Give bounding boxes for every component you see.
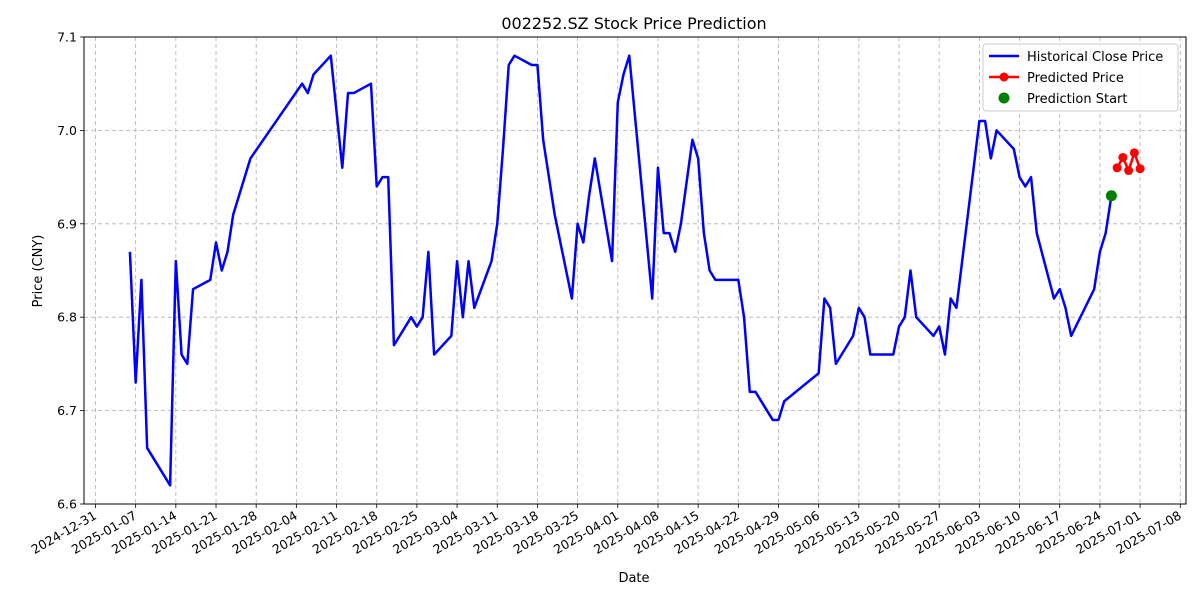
- legend-label-historical: Historical Close Price: [1027, 50, 1163, 65]
- plot-frame: [83, 36, 1187, 505]
- predicted-point: [1112, 163, 1122, 173]
- prediction-start-point: [1105, 190, 1117, 202]
- y-axis-ticks: 6.6 6.7 6.8 6.9 7.0 7.1: [57, 30, 84, 512]
- legend-swatch-predicted-marker: [999, 72, 1009, 82]
- y-axis-label: Price (CNY): [31, 235, 46, 308]
- predicted-point: [1135, 164, 1145, 174]
- y-tick-label: 6.6: [57, 497, 77, 512]
- y-tick-label: 6.7: [57, 403, 77, 418]
- legend: Historical Close Price Predicted Price P…: [982, 43, 1179, 112]
- y-tick-label: 6.8: [57, 310, 77, 325]
- predicted-point: [1129, 148, 1139, 158]
- predicted-point: [1124, 166, 1134, 176]
- series-line-historical: [128, 54, 1113, 487]
- chart-title: 002252.SZ Stock Price Prediction: [501, 14, 766, 33]
- legend-label-prediction-start: Prediction Start: [1027, 92, 1127, 107]
- legend-label-predicted: Predicted Price: [1027, 71, 1124, 86]
- y-tick-label: 6.9: [57, 216, 77, 231]
- x-axis-label: Date: [618, 571, 649, 586]
- y-tick-label: 7.0: [57, 123, 77, 138]
- legend-box: [982, 43, 1179, 112]
- predicted-point: [1118, 152, 1128, 162]
- legend-swatch-prediction-start: [998, 92, 1010, 104]
- series-markers: [1105, 148, 1145, 202]
- y-tick-label: 7.1: [57, 30, 77, 45]
